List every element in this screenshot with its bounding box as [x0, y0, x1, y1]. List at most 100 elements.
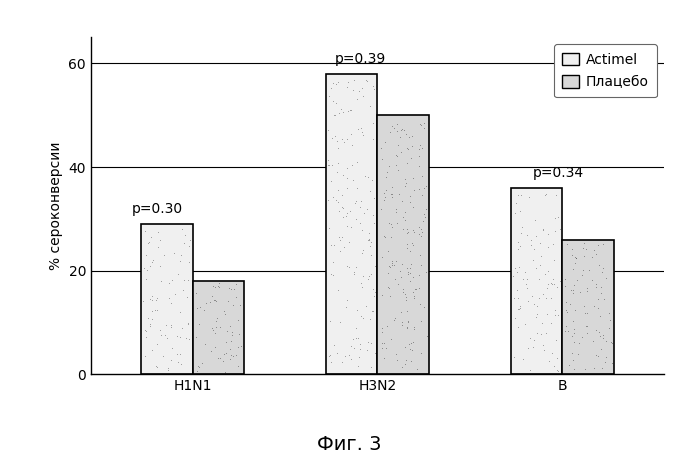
Point	[401, 131, 412, 138]
Point	[366, 176, 377, 184]
Point	[380, 186, 391, 194]
Point	[532, 302, 543, 309]
Point	[183, 258, 194, 265]
Point	[415, 141, 426, 148]
Point	[185, 236, 196, 244]
Point	[405, 193, 416, 200]
Point	[391, 357, 402, 364]
Point	[384, 292, 396, 300]
Point	[415, 349, 426, 357]
Point	[138, 265, 150, 272]
Point	[365, 187, 376, 195]
Point	[354, 353, 365, 361]
Point	[600, 358, 611, 366]
Point	[147, 315, 158, 322]
Point	[170, 290, 181, 297]
Point	[586, 253, 598, 261]
Text: p=0.30: p=0.30	[132, 202, 183, 216]
Point	[376, 325, 387, 332]
Point	[413, 271, 424, 279]
Point	[333, 144, 344, 152]
Point	[354, 203, 366, 211]
Point	[595, 332, 606, 340]
Point	[534, 239, 545, 247]
Point	[151, 363, 162, 371]
Point	[415, 225, 426, 233]
Point	[601, 353, 612, 360]
Point	[406, 346, 417, 354]
Point	[146, 292, 157, 300]
Text: p=0.39: p=0.39	[336, 52, 387, 66]
Point	[209, 296, 220, 304]
Point	[514, 302, 526, 309]
Point	[162, 366, 173, 374]
Point	[400, 356, 411, 364]
Point	[387, 257, 398, 264]
Point	[554, 277, 565, 285]
Point	[415, 300, 426, 308]
Point	[219, 310, 231, 317]
Point	[538, 290, 549, 297]
Point	[181, 293, 192, 300]
Point	[328, 258, 339, 265]
Point	[595, 313, 606, 320]
Point	[349, 271, 360, 278]
Point	[400, 176, 411, 183]
Point	[540, 191, 551, 198]
Point	[230, 281, 241, 288]
Point	[341, 209, 352, 217]
Point	[354, 346, 366, 353]
Point	[176, 226, 187, 233]
Point	[140, 326, 151, 333]
Point	[175, 252, 187, 259]
Point	[177, 324, 188, 332]
Point	[415, 251, 426, 259]
Point	[396, 309, 407, 316]
Point	[140, 333, 152, 341]
Point	[195, 303, 206, 311]
Point	[361, 347, 373, 354]
Point	[415, 318, 426, 325]
Point	[390, 205, 401, 212]
Point	[333, 286, 344, 294]
Point	[146, 307, 157, 315]
Point	[331, 99, 342, 107]
Point	[417, 145, 428, 152]
Point	[387, 261, 398, 269]
Point	[138, 297, 149, 305]
Point	[521, 275, 533, 283]
Bar	[510, 188, 563, 374]
Point	[397, 318, 408, 326]
Point	[376, 253, 387, 261]
Point	[214, 354, 225, 361]
Point	[143, 238, 154, 246]
Point	[327, 193, 338, 201]
Point	[324, 352, 335, 359]
Point	[517, 223, 528, 230]
Point	[383, 162, 394, 169]
Point	[417, 191, 428, 198]
Point	[172, 271, 183, 278]
Point	[361, 76, 372, 84]
Point	[332, 198, 343, 205]
Point	[381, 322, 392, 329]
Point	[159, 332, 170, 339]
Point	[356, 84, 368, 92]
Point	[362, 276, 373, 283]
Point	[554, 226, 565, 233]
Point	[363, 229, 375, 237]
Point	[150, 296, 161, 303]
Point	[367, 211, 378, 219]
Point	[220, 338, 231, 345]
Point	[592, 305, 603, 312]
Point	[553, 213, 564, 221]
Point	[329, 341, 340, 349]
Point	[326, 134, 338, 142]
Point	[345, 131, 356, 138]
Bar	[192, 281, 245, 374]
Point	[593, 352, 604, 360]
Point	[357, 92, 368, 100]
Point	[408, 174, 419, 181]
Point	[413, 223, 424, 230]
Point	[352, 158, 363, 166]
